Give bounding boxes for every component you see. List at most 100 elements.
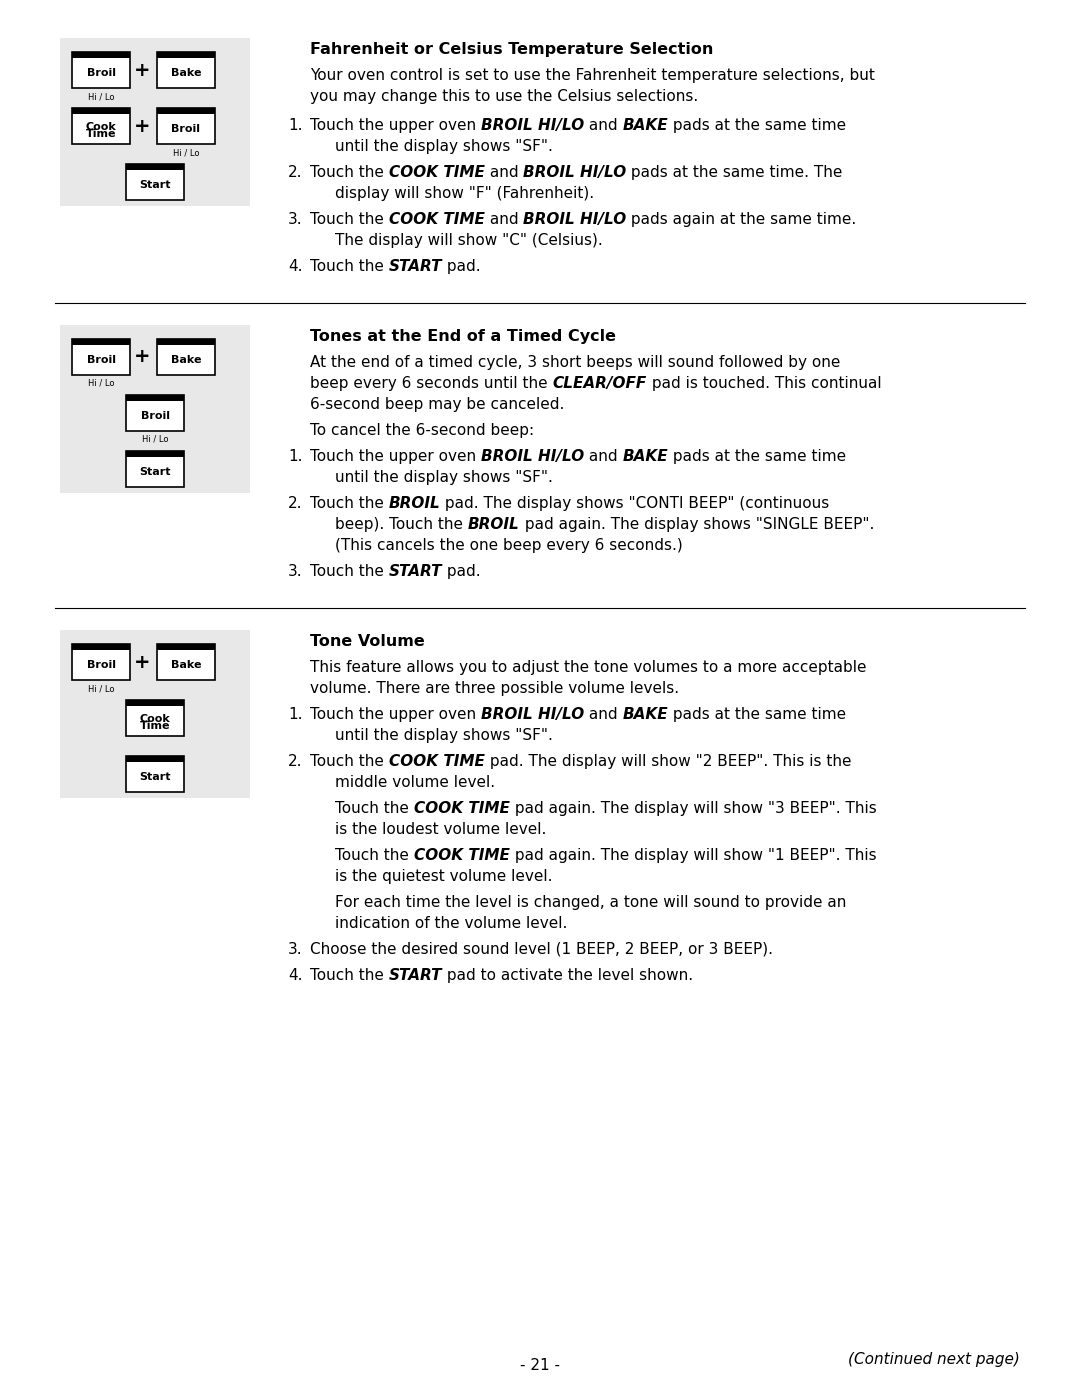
- Text: 2.: 2.: [288, 165, 302, 180]
- Text: and: and: [584, 448, 623, 464]
- Text: Hi / Lo: Hi / Lo: [87, 379, 114, 388]
- Text: 3.: 3.: [288, 212, 302, 226]
- Text: indication of the volume level.: indication of the volume level.: [335, 916, 567, 930]
- Text: BROIL HI/LO: BROIL HI/LO: [523, 165, 626, 180]
- Bar: [72, 108, 130, 115]
- Text: pad again. The display shows "SINGLE BEEP".: pad again. The display shows "SINGLE BEE…: [519, 517, 874, 532]
- Text: Touch the: Touch the: [310, 258, 389, 274]
- Text: +: +: [134, 348, 150, 366]
- Text: Touch the upper oven: Touch the upper oven: [310, 448, 481, 464]
- Text: 6-second beep may be canceled.: 6-second beep may be canceled.: [310, 397, 565, 412]
- Text: Hi / Lo: Hi / Lo: [173, 148, 199, 156]
- Text: BROIL HI/LO: BROIL HI/LO: [481, 707, 584, 722]
- Text: and: and: [584, 117, 623, 133]
- Text: 4.: 4.: [288, 968, 302, 983]
- Bar: [157, 644, 215, 650]
- Text: middle volume level.: middle volume level.: [335, 775, 495, 789]
- Text: START: START: [389, 258, 442, 274]
- Text: Bake: Bake: [171, 659, 201, 669]
- Text: This feature allows you to adjust the tone volumes to a more acceptable: This feature allows you to adjust the to…: [310, 659, 866, 675]
- Text: At the end of a timed cycle, 3 short beeps will sound followed by one: At the end of a timed cycle, 3 short bee…: [310, 355, 840, 370]
- Text: pad again. The display will show "3 BEEP". This: pad again. The display will show "3 BEEP…: [510, 800, 876, 816]
- Text: pad is touched. This continual: pad is touched. This continual: [647, 376, 881, 391]
- Bar: [72, 644, 130, 650]
- Text: Choose the desired sound level (1 BEEP, 2 BEEP, or 3 BEEP).: Choose the desired sound level (1 BEEP, …: [310, 942, 773, 957]
- Text: +: +: [134, 116, 150, 136]
- Bar: [157, 108, 215, 115]
- Text: pad. The display shows "CONTI BEEP" (continuous: pad. The display shows "CONTI BEEP" (con…: [441, 496, 829, 511]
- Text: Time: Time: [85, 130, 117, 140]
- Text: - 21 -: - 21 -: [519, 1358, 561, 1373]
- Text: until the display shows "SF".: until the display shows "SF".: [335, 469, 553, 485]
- Text: Hi / Lo: Hi / Lo: [87, 92, 114, 101]
- Bar: [126, 756, 184, 792]
- Bar: [72, 339, 130, 374]
- Bar: [126, 451, 184, 488]
- Text: pads at the same time: pads at the same time: [669, 117, 847, 133]
- Text: volume. There are three possible volume levels.: volume. There are three possible volume …: [310, 680, 679, 696]
- Bar: [72, 52, 130, 59]
- Text: Touch the: Touch the: [310, 754, 389, 768]
- Bar: [126, 163, 184, 170]
- Text: BROIL HI/LO: BROIL HI/LO: [481, 448, 584, 464]
- Text: Touch the: Touch the: [310, 968, 389, 983]
- Text: 2.: 2.: [288, 496, 302, 511]
- Text: pads again at the same time.: pads again at the same time.: [626, 212, 856, 226]
- Text: Tones at the End of a Timed Cycle: Tones at the End of a Timed Cycle: [310, 330, 616, 344]
- Text: START: START: [389, 564, 442, 578]
- Bar: [126, 700, 184, 736]
- Text: and: and: [485, 212, 523, 226]
- Text: 2.: 2.: [288, 754, 302, 768]
- Text: pad to activate the level shown.: pad to activate the level shown.: [442, 968, 693, 983]
- Text: pads at the same time: pads at the same time: [669, 448, 847, 464]
- Text: The display will show "C" (Celsius).: The display will show "C" (Celsius).: [335, 233, 603, 249]
- Text: pad.: pad.: [442, 258, 481, 274]
- Text: Broil: Broil: [86, 67, 116, 77]
- Text: CLEAR/OFF: CLEAR/OFF: [553, 376, 647, 391]
- Text: display will show "F" (Fahrenheit).: display will show "F" (Fahrenheit).: [335, 186, 594, 201]
- Bar: [60, 38, 249, 205]
- Text: Time: Time: [139, 721, 171, 731]
- Text: 1.: 1.: [288, 707, 302, 722]
- Text: COOK TIME: COOK TIME: [389, 754, 485, 768]
- Text: 1.: 1.: [288, 117, 302, 133]
- Text: Your oven control is set to use the Fahrenheit temperature selections, but: Your oven control is set to use the Fahr…: [310, 68, 875, 82]
- Text: COOK TIME: COOK TIME: [389, 165, 485, 180]
- Text: COOK TIME: COOK TIME: [389, 212, 485, 226]
- Text: Touch the upper oven: Touch the upper oven: [310, 117, 481, 133]
- Text: 3.: 3.: [288, 942, 302, 957]
- Text: To cancel the 6-second beep:: To cancel the 6-second beep:: [310, 423, 535, 439]
- Text: until the display shows "SF".: until the display shows "SF".: [335, 728, 553, 743]
- Text: Touch the upper oven: Touch the upper oven: [310, 707, 481, 722]
- Text: until the display shows "SF".: until the display shows "SF".: [335, 138, 553, 154]
- Text: pad.: pad.: [442, 564, 481, 578]
- Text: Cook: Cook: [85, 122, 117, 131]
- Text: START: START: [389, 968, 442, 983]
- Text: Touch the: Touch the: [310, 212, 389, 226]
- Text: beep). Touch the: beep). Touch the: [335, 517, 468, 532]
- Text: +: +: [134, 652, 150, 672]
- Bar: [157, 339, 215, 345]
- Bar: [72, 339, 130, 345]
- Text: (Continued next page): (Continued next page): [848, 1352, 1020, 1368]
- Bar: [126, 756, 184, 763]
- Text: Tone Volume: Tone Volume: [310, 634, 424, 650]
- Text: beep every 6 seconds until the: beep every 6 seconds until the: [310, 376, 553, 391]
- Text: pad. The display will show "2 BEEP". This is the: pad. The display will show "2 BEEP". Thi…: [485, 754, 851, 768]
- Text: Touch the: Touch the: [310, 496, 389, 511]
- Text: +: +: [134, 60, 150, 80]
- Text: BROIL: BROIL: [468, 517, 519, 532]
- Text: Broil: Broil: [86, 659, 116, 669]
- Text: BROIL: BROIL: [389, 496, 441, 511]
- Text: and: and: [485, 165, 523, 180]
- Text: BAKE: BAKE: [623, 448, 669, 464]
- Text: Touch the: Touch the: [335, 800, 414, 816]
- Bar: [60, 630, 249, 798]
- Text: pads at the same time: pads at the same time: [669, 707, 847, 722]
- Bar: [60, 326, 249, 493]
- Text: Bake: Bake: [171, 67, 201, 77]
- Bar: [126, 700, 184, 705]
- Bar: [157, 108, 215, 144]
- Text: 4.: 4.: [288, 258, 302, 274]
- Text: BAKE: BAKE: [623, 117, 669, 133]
